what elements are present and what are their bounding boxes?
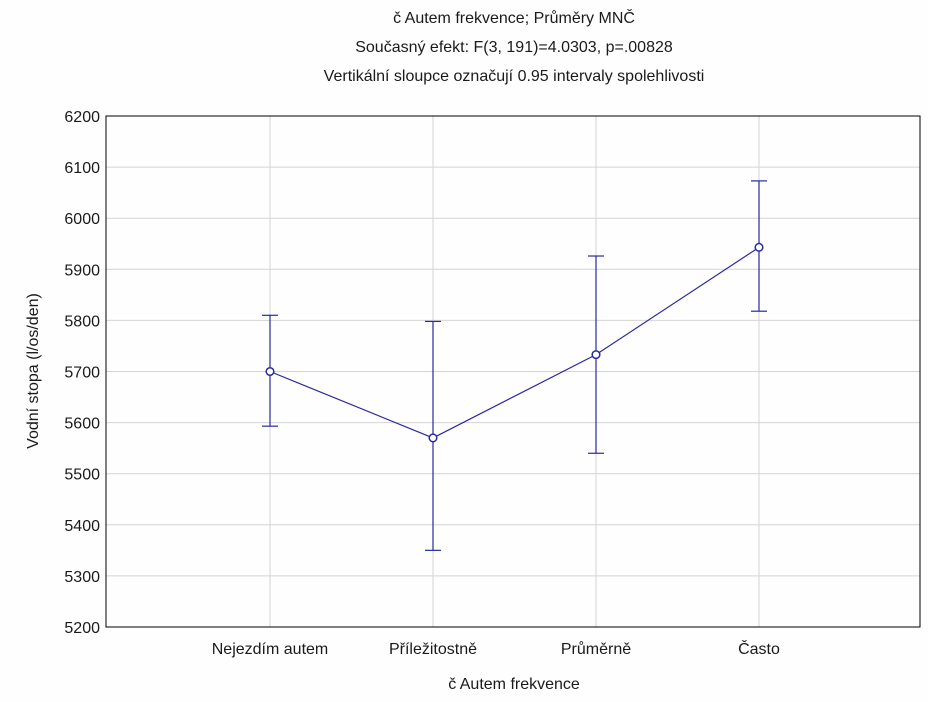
data-point <box>755 244 763 252</box>
y-tick-label: 6100 <box>64 160 100 177</box>
series-line <box>270 247 759 438</box>
data-point <box>266 368 274 376</box>
x-tick-labels: Nejezdím autem Příležitostně Průměrně Často <box>212 639 780 658</box>
chart-title-line-1: č Autem frekvence; Průměry MNČ <box>393 8 635 27</box>
y-tick-label: 5400 <box>64 518 100 535</box>
y-tick-label: 5300 <box>64 569 100 586</box>
x-axis-label: č Autem frekvence <box>448 676 580 693</box>
y-tick-label: 5600 <box>64 416 100 433</box>
x-tick-label: Příležitostně <box>389 641 477 658</box>
x-tick-label: Nejezdím autem <box>212 641 329 658</box>
data-point <box>429 434 437 442</box>
gridlines <box>106 116 920 627</box>
y-tick-label: 6200 <box>64 109 100 126</box>
x-tick-label: Často <box>738 639 780 658</box>
chart-title-line-2: Současný efekt: F(3, 191)=4.0303, p=.008… <box>355 39 673 56</box>
data-point <box>592 351 600 359</box>
x-tick-label: Průměrně <box>561 640 631 658</box>
y-axis-label: Vodní stopa (l/os/den) <box>25 293 42 449</box>
chart-title-line-3: Vertikální sloupce označují 0.95 interva… <box>324 68 705 85</box>
y-tick-label: 6000 <box>64 211 100 228</box>
data-series <box>262 181 767 550</box>
y-tick-label: 5700 <box>64 365 100 382</box>
y-tick-label: 5900 <box>64 262 100 279</box>
y-tick-labels: 5200 5300 5400 5500 5600 5700 5800 5900 6000 6100… <box>64 109 100 637</box>
y-tick-label: 5500 <box>64 467 100 484</box>
y-tick-label: 5200 <box>64 620 100 637</box>
y-tick-label: 5800 <box>64 313 100 330</box>
